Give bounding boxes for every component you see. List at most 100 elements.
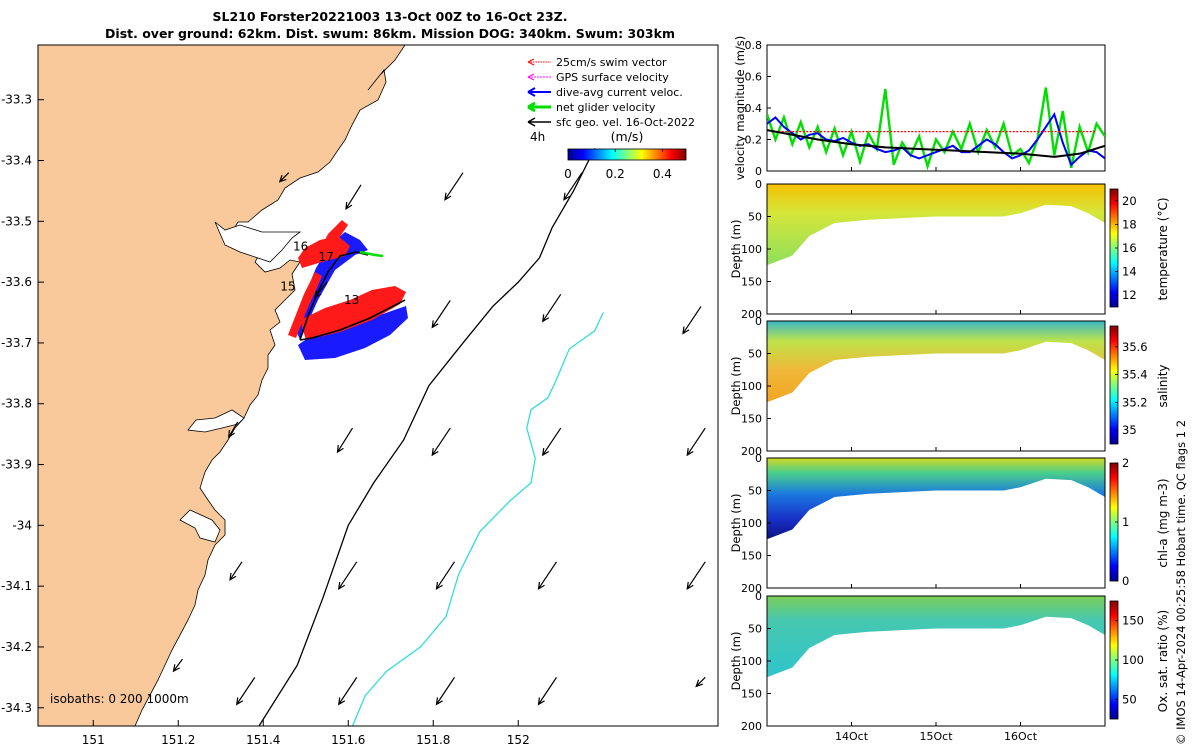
velocity-y-tick-label: 0.4 xyxy=(745,102,763,115)
estuary-inlet xyxy=(214,221,302,263)
geo-velocity-arrow xyxy=(337,677,358,706)
section-y-tick-label: 0 xyxy=(755,178,762,191)
swim-vector-band-north xyxy=(298,236,350,268)
section-y-tick-label: 50 xyxy=(748,623,762,636)
geo-velocity-arrow xyxy=(229,561,243,581)
section-colorbar-label: chl-a (mg m-3) xyxy=(1156,478,1170,567)
section-colorbar-tick-label: 35.4 xyxy=(1122,368,1148,382)
speed-colorbar-tick-label: 0.2 xyxy=(606,167,625,181)
section-y-label: Depth (m) xyxy=(729,632,743,691)
section-y-tick-label: 200 xyxy=(741,582,762,595)
legend-vector-scale-label: 4h xyxy=(530,130,545,144)
geo-velocity-arrow xyxy=(537,677,557,706)
isobath-1000m-line xyxy=(351,312,604,726)
geo-velocity-arrow xyxy=(537,561,557,590)
section-y-tick-label: 50 xyxy=(748,485,762,498)
section-colorbar-tick-label: 12 xyxy=(1122,288,1137,302)
geo-velocity-arrow xyxy=(682,306,702,335)
geo-velocity-arrow xyxy=(431,300,451,329)
legend-dive-avg-label: dive-avg current veloc. xyxy=(556,86,683,99)
velocity-series xyxy=(767,87,1105,171)
section-colorbar-tick-label: 2 xyxy=(1122,456,1129,470)
oxygen-section: 0 50 100 150 200 Depth (m) 50 100 150 Ox. sat. ra… xyxy=(729,590,1170,743)
section-y-tick-label: 100 xyxy=(741,380,762,393)
section-colorbar xyxy=(1109,325,1119,445)
figure-title-line1: SL210 Forster20221003 13-Oct 00Z to 16-O… xyxy=(212,9,567,24)
net-glider-velocity-segment xyxy=(359,250,384,258)
map-y-tick-label: -33.5 xyxy=(1,214,32,228)
swim-vector-upper xyxy=(320,220,348,250)
legend-swim-vector-label: 25cm/s swim vector xyxy=(556,56,667,69)
section-x-tick-label: 16Oct xyxy=(1004,730,1038,743)
map-axes-frame xyxy=(37,44,719,727)
map-y-tick-label: -33.3 xyxy=(1,93,32,107)
section-colorbar-label: Ox. sat. ratio (%) xyxy=(1156,610,1170,712)
salinity-section: 0 50 100 150 200 Depth (m) 35 35.2 35.4 35.6 salin… xyxy=(729,315,1170,458)
speed-colorbar-tick-label: 0 xyxy=(564,167,572,181)
track-day-label: 15 xyxy=(280,280,295,294)
section-data-fill xyxy=(767,321,1105,403)
map-y-axis: -33.3 -33.4 -33.5 -33.6 -33.7 -33.8 -33.9 -34 -3… xyxy=(1,93,44,715)
section-colorbar-tick-label: 16 xyxy=(1122,241,1137,255)
section-data-fill xyxy=(767,596,1105,678)
speed-colorbar xyxy=(567,148,687,161)
geo-velocity-arrow xyxy=(541,293,562,323)
section-colorbar-tick-label: 35.6 xyxy=(1122,340,1148,354)
section-y-tick-label: 50 xyxy=(748,211,762,224)
section-data-fill xyxy=(767,458,1105,540)
geo-velocity-arrow xyxy=(686,427,706,457)
glider-net-track-leg xyxy=(299,251,369,341)
section-y-tick-label: 0 xyxy=(755,452,762,465)
figure-title-line2: Dist. over ground: 62km. Dist. swum: 86k… xyxy=(105,26,675,41)
section-y-tick-label: 0 xyxy=(755,315,762,328)
geo-velocity-arrow xyxy=(563,172,583,201)
legend-gps-velocity-label: GPS surface velocity xyxy=(556,71,669,84)
map-y-tick-label: -33.8 xyxy=(1,397,32,411)
legend-net-glider-label: net glider velocity xyxy=(556,101,656,114)
section-y-tick-label: 200 xyxy=(741,720,762,733)
section-y-tick-label: 150 xyxy=(741,413,762,426)
map-x-tick-label: 151.6 xyxy=(331,733,365,747)
section-y-tick-label: 150 xyxy=(741,688,762,701)
temperature-section: 0 50 100 150 200 Depth (m) 12 14 16 18 20 temperatu… xyxy=(729,178,1170,321)
geo-velocity-arrow xyxy=(172,658,183,673)
estuary-bay xyxy=(179,509,221,543)
geo-velocity-arrow xyxy=(278,172,290,183)
geo-velocity-arrow xyxy=(314,281,328,299)
section-colorbar-tick-label: 20 xyxy=(1122,194,1137,208)
geo-velocity-arrow xyxy=(435,561,455,590)
isobath-200m-line xyxy=(258,148,596,726)
section-y-label: Depth (m) xyxy=(729,220,743,279)
map-y-tick-label: -34.1 xyxy=(1,579,32,593)
section-y-tick-label: 100 xyxy=(741,517,762,530)
map-y-tick-label: -34.2 xyxy=(1,640,32,654)
speed-colorbar-tick-label: 0.4 xyxy=(653,167,672,181)
section-y-tick-label: 200 xyxy=(741,308,762,321)
geo-velocity-arrow xyxy=(337,561,358,590)
section-y-tick-label: 150 xyxy=(741,276,762,289)
track-day-label: 13 xyxy=(344,293,359,307)
map-x-tick-label: 151.8 xyxy=(416,733,450,747)
geo-velocity-arrow xyxy=(228,421,239,439)
geo-velocity-arrow xyxy=(695,676,706,688)
geo-velocity-arrow xyxy=(541,427,562,457)
section-y-tick-label: 150 xyxy=(741,550,762,563)
velocity-y-label: velocity magnitude (m/s) xyxy=(733,36,747,181)
velocity-panel: 0 0.2 0.4 0.6 0.8 velocity magnitude (m/s) xyxy=(733,36,1106,181)
map-x-tick-label: 151 xyxy=(82,733,105,747)
section-colorbar-label: temperature (°C) xyxy=(1156,198,1170,301)
map-panel: 13 15 16 17 25cm/s swim vector GPS surface … xyxy=(1,44,719,747)
map-y-tick-label: -33.6 xyxy=(1,275,32,289)
map-y-tick-label: -34 xyxy=(12,518,32,532)
section-y-tick-label: 100 xyxy=(741,655,762,668)
velocity-y-tick-label: 0.6 xyxy=(745,71,763,84)
map-x-tick-label: 151.4 xyxy=(246,733,280,747)
legend-sfc-geo-label: sfc geo. vel. 16-Oct-2022 xyxy=(556,116,695,129)
velocity-y-tick-label: 0.8 xyxy=(745,39,763,52)
map-x-axis: 151 151.2 151.4 151.6 151.8 152 xyxy=(82,720,530,747)
swim-vector-band-south xyxy=(300,286,406,340)
map-y-tick-label: -34.3 xyxy=(1,701,32,715)
glider-track xyxy=(288,220,408,360)
section-x-tick-label: 15Oct xyxy=(919,730,953,743)
